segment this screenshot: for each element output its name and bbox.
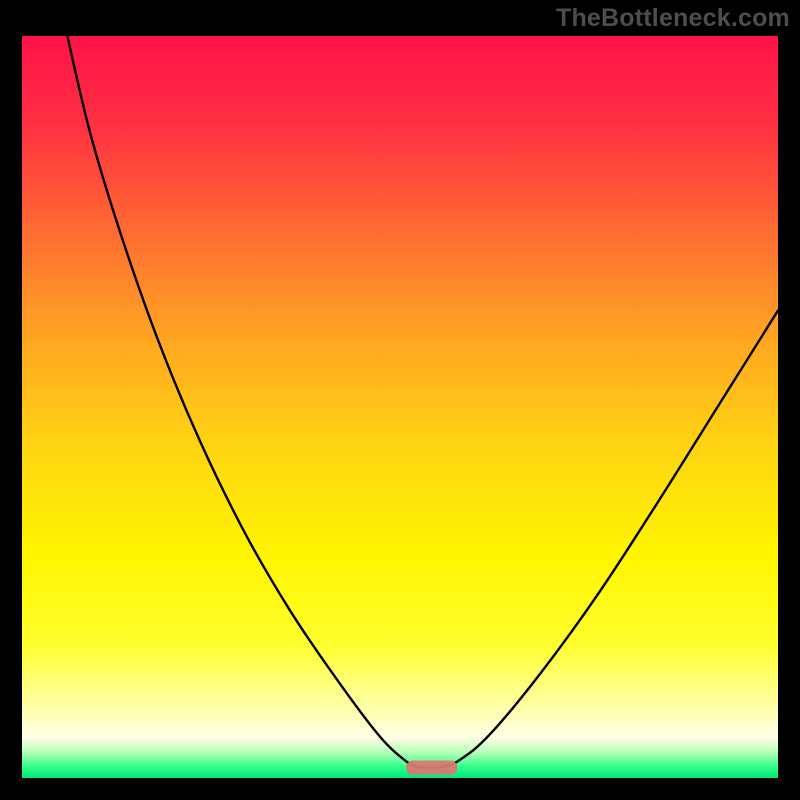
chart-frame: TheBottleneck.com — [0, 0, 800, 800]
optimum-marker — [406, 761, 457, 775]
chart-svg — [0, 0, 800, 800]
gradient-background — [22, 36, 778, 778]
watermark-text: TheBottleneck.com — [556, 4, 790, 33]
